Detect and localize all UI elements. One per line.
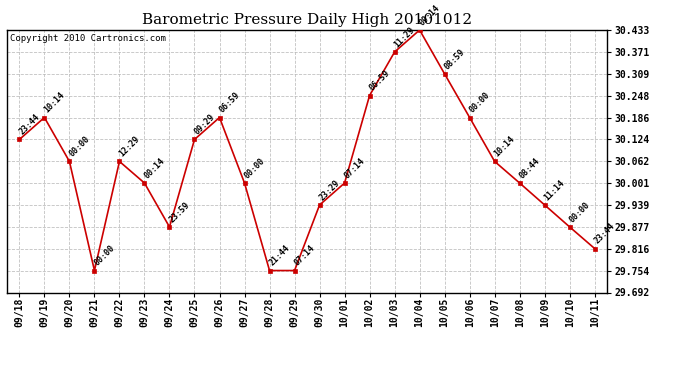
Text: 09:29: 09:29 (193, 112, 217, 136)
Text: 00:00: 00:00 (92, 244, 117, 268)
Text: 00:00: 00:00 (242, 156, 266, 180)
Text: 23:29: 23:29 (317, 178, 342, 202)
Text: 11:14: 11:14 (542, 178, 566, 202)
Text: 23:44: 23:44 (17, 112, 41, 136)
Text: 10:14: 10:14 (493, 135, 517, 159)
Text: 21:44: 21:44 (267, 244, 291, 268)
Text: Copyright 2010 Cartronics.com: Copyright 2010 Cartronics.com (10, 34, 166, 43)
Text: 00:00: 00:00 (567, 200, 591, 224)
Text: 00:00: 00:00 (67, 135, 91, 159)
Text: 23:44: 23:44 (593, 222, 617, 246)
Text: 00:00: 00:00 (467, 91, 491, 115)
Title: Barometric Pressure Daily High 20101012: Barometric Pressure Daily High 20101012 (142, 13, 472, 27)
Text: 09:14: 09:14 (417, 3, 442, 27)
Text: 06:59: 06:59 (367, 69, 391, 93)
Text: 12:29: 12:29 (117, 135, 141, 159)
Text: 23:59: 23:59 (167, 200, 191, 224)
Text: 07:14: 07:14 (342, 156, 366, 180)
Text: 06:59: 06:59 (217, 91, 241, 115)
Text: 11:29: 11:29 (393, 25, 417, 49)
Text: 07:14: 07:14 (293, 244, 317, 268)
Text: 10:14: 10:14 (42, 91, 66, 115)
Text: 08:59: 08:59 (442, 47, 466, 71)
Text: 08:44: 08:44 (518, 156, 542, 180)
Text: 00:14: 00:14 (142, 156, 166, 180)
